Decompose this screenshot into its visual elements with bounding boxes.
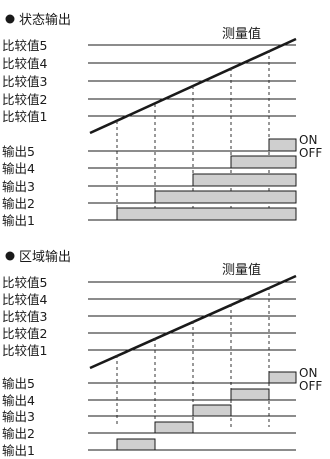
output-label-5: 输出5 bbox=[2, 376, 35, 391]
compare-label-1: 比较值1 bbox=[2, 109, 47, 124]
output-bar-4 bbox=[230, 155, 297, 169]
measured-value-label: 测量值 bbox=[222, 262, 261, 278]
bullet-icon bbox=[5, 14, 15, 24]
compare-lines bbox=[88, 281, 296, 351]
output-bar-3 bbox=[192, 173, 297, 187]
compare-label-1: 比较值1 bbox=[2, 343, 47, 358]
output-label-4: 输出4 bbox=[2, 393, 35, 408]
compare-lines bbox=[88, 44, 296, 117]
output-on-bars bbox=[116, 371, 297, 451]
output-label-1: 输出1 bbox=[2, 213, 35, 228]
compare-label-5: 比较值5 bbox=[2, 38, 47, 53]
state-output-section: 状态输出 测量值 比较值5 比较值4 比较值3 比较值2 比较值1 bbox=[2, 12, 322, 228]
section-title: 区域输出 bbox=[19, 249, 71, 265]
output-bar-3 bbox=[192, 404, 232, 417]
output-bar-5 bbox=[268, 138, 297, 152]
output-label-2: 输出2 bbox=[2, 426, 35, 441]
output-label-5: 输出5 bbox=[2, 144, 35, 159]
output-bar-5 bbox=[268, 371, 297, 384]
output-label-2: 输出2 bbox=[2, 196, 35, 211]
crossing-markers bbox=[116, 50, 270, 211]
measured-value-label: 测量值 bbox=[222, 26, 261, 42]
output-label-3: 输出3 bbox=[2, 179, 35, 194]
compare-label-3: 比较值3 bbox=[2, 309, 47, 324]
compare-label-2: 比较值2 bbox=[2, 326, 47, 341]
compare-label-2: 比较值2 bbox=[2, 92, 47, 107]
output-bar-4 bbox=[230, 388, 270, 401]
compare-label-5: 比较值5 bbox=[2, 275, 47, 290]
output-on-bars bbox=[116, 138, 297, 221]
on-label: ON bbox=[299, 366, 317, 380]
zone-output-section: 区域输出 测量值 比较值5 比较值4 比较值3 比较值2 比较值1 bbox=[2, 249, 322, 458]
output-bar-1 bbox=[116, 438, 156, 451]
output-label-4: 输出4 bbox=[2, 161, 35, 176]
on-label: ON bbox=[299, 133, 317, 147]
compare-label-4: 比较值4 bbox=[2, 292, 48, 307]
off-label: OFF bbox=[299, 379, 322, 393]
output-bar-2 bbox=[154, 190, 297, 204]
output-bar-1 bbox=[116, 207, 297, 221]
output-label-1: 输出1 bbox=[2, 443, 35, 458]
compare-label-3: 比较值3 bbox=[2, 74, 47, 89]
off-label: OFF bbox=[299, 146, 322, 160]
compare-label-4: 比较值4 bbox=[2, 56, 48, 71]
output-bar-2 bbox=[154, 421, 194, 434]
bullet-icon bbox=[5, 251, 15, 261]
section-title: 状态输出 bbox=[19, 12, 71, 28]
output-label-3: 输出3 bbox=[2, 409, 35, 424]
